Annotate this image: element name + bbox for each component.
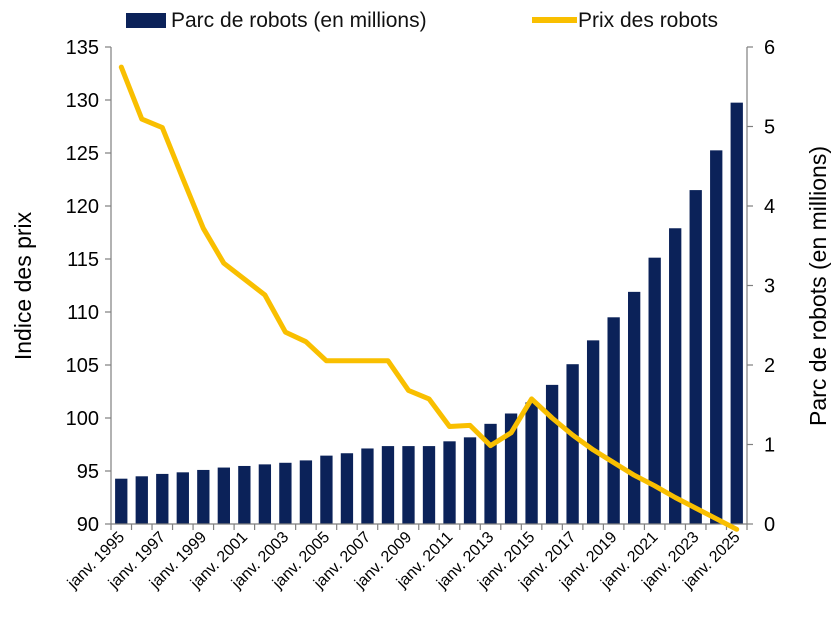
bar-2023 [689,190,702,524]
bar-2021 [648,257,661,524]
left-axis-title: Indice des prix [10,211,36,360]
right-tick-label: 6 [764,37,775,59]
left-tick-label: 135 [66,37,99,59]
line-series [118,64,740,532]
bar-2007 [361,448,374,524]
bar-2002 [258,464,272,524]
right-tick-label: 0 [764,514,775,536]
bar-2017 [566,364,579,524]
right-tick-label: 5 [764,117,775,139]
bar-1999 [197,469,210,524]
bar-1996 [135,476,148,524]
left-tick-label: 120 [66,196,99,218]
bar-2008 [381,446,395,524]
price-line [118,64,740,532]
axes: 90951001051101151201251301350123456janv.… [64,37,775,593]
left-tick-label: 100 [66,408,99,430]
bar-2019 [607,317,620,524]
left-tick-label: 95 [77,461,99,483]
bar-2001 [238,465,251,524]
left-tick-label: 90 [77,514,99,536]
left-tick-label: 110 [67,302,99,324]
right-tick-label: 1 [764,435,775,457]
right-tick-label: 2 [764,355,775,377]
left-tick-label: 130 [66,90,99,112]
bar-2022 [669,228,682,524]
left-tick-label: 105 [66,355,99,377]
bar-2020 [628,291,641,524]
legend-line-label: Prix des robots [578,9,718,32]
bar-2004 [299,460,313,524]
bar-2006 [340,453,354,524]
right-axis-title: Parc de robots (en millions) [805,146,831,426]
left-tick-label: 115 [67,249,99,271]
bar-2011 [443,441,456,524]
bar-2000 [217,467,230,524]
bar-2010 [422,446,436,524]
bar-2024 [710,150,723,524]
legend-bar-label: Parc de robots (en millions) [171,9,427,32]
bar-2025 [730,102,743,525]
legend-bar-swatch [126,13,166,28]
left-tick-label: 125 [66,143,99,165]
bar-2012 [463,437,477,524]
bar-2014 [504,413,518,524]
bar-series [115,102,743,525]
bar-1997 [156,473,169,524]
legend: Parc de robots (en millions) Prix des ro… [126,9,718,32]
bar-2013 [484,423,497,524]
bar-2005 [320,455,333,524]
bar-2009 [402,446,415,524]
bar-2018 [586,340,600,524]
bar-1995 [115,478,128,524]
bar-2015 [525,402,538,524]
bar-1998 [176,472,189,524]
bar-2003 [279,462,292,524]
right-tick-label: 4 [764,196,775,218]
right-tick-label: 3 [764,276,775,298]
bar-2016 [545,384,559,524]
